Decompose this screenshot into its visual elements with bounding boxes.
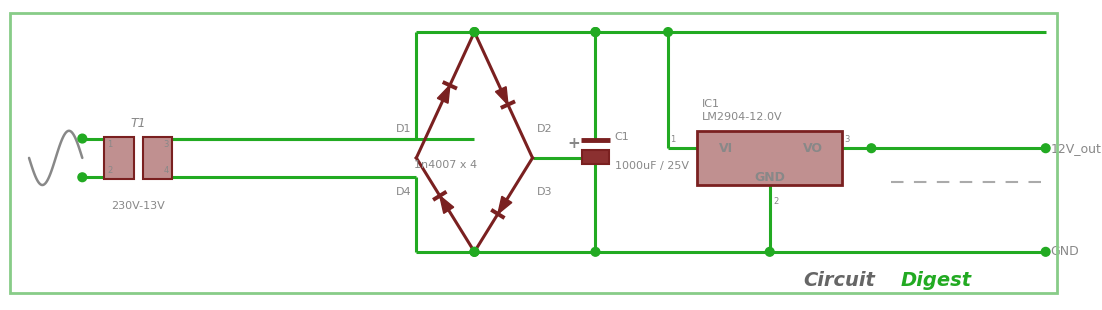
Text: 1: 1 — [108, 140, 112, 149]
Text: VI: VI — [720, 142, 733, 155]
Polygon shape — [440, 196, 454, 213]
Text: 3: 3 — [844, 135, 850, 144]
Circle shape — [78, 134, 87, 143]
Text: GND: GND — [1050, 245, 1079, 258]
Text: Circuit: Circuit — [803, 271, 875, 290]
Polygon shape — [496, 87, 508, 105]
Text: C1: C1 — [615, 132, 629, 142]
Text: LM2904-12.0V: LM2904-12.0V — [702, 112, 782, 122]
Bar — [582, 150, 609, 164]
Text: 2: 2 — [108, 166, 112, 175]
Text: 2: 2 — [774, 197, 779, 206]
Circle shape — [1041, 144, 1050, 153]
Circle shape — [471, 28, 478, 36]
Text: D4: D4 — [396, 187, 411, 197]
Text: GND: GND — [754, 171, 785, 184]
Text: D3: D3 — [538, 187, 553, 197]
Text: IC1: IC1 — [702, 99, 720, 109]
Bar — [104, 137, 133, 179]
Circle shape — [471, 28, 478, 36]
Text: D1: D1 — [396, 124, 411, 134]
Text: VO: VO — [803, 142, 823, 155]
Circle shape — [1041, 247, 1050, 256]
Circle shape — [766, 247, 774, 256]
Text: Digest: Digest — [900, 271, 972, 290]
Circle shape — [78, 173, 87, 182]
Polygon shape — [437, 85, 450, 103]
Text: 1000uF / 25V: 1000uF / 25V — [615, 161, 689, 171]
Text: T1: T1 — [130, 117, 145, 130]
Circle shape — [471, 247, 478, 256]
Polygon shape — [498, 196, 511, 214]
Text: 4: 4 — [163, 166, 169, 175]
Circle shape — [591, 247, 599, 256]
Text: 3: 3 — [163, 140, 169, 149]
Circle shape — [663, 28, 672, 36]
Circle shape — [591, 28, 599, 36]
Bar — [698, 131, 842, 185]
Text: D2: D2 — [538, 124, 553, 134]
Bar — [143, 137, 172, 179]
Text: 1n4007 x 4: 1n4007 x 4 — [414, 160, 477, 170]
Text: 12V_out: 12V_out — [1050, 142, 1101, 155]
Text: 1: 1 — [670, 135, 676, 144]
Circle shape — [471, 247, 478, 256]
Circle shape — [867, 144, 876, 153]
Text: 230V-13V: 230V-13V — [111, 201, 165, 211]
Text: +: + — [568, 136, 581, 151]
Circle shape — [591, 28, 599, 36]
